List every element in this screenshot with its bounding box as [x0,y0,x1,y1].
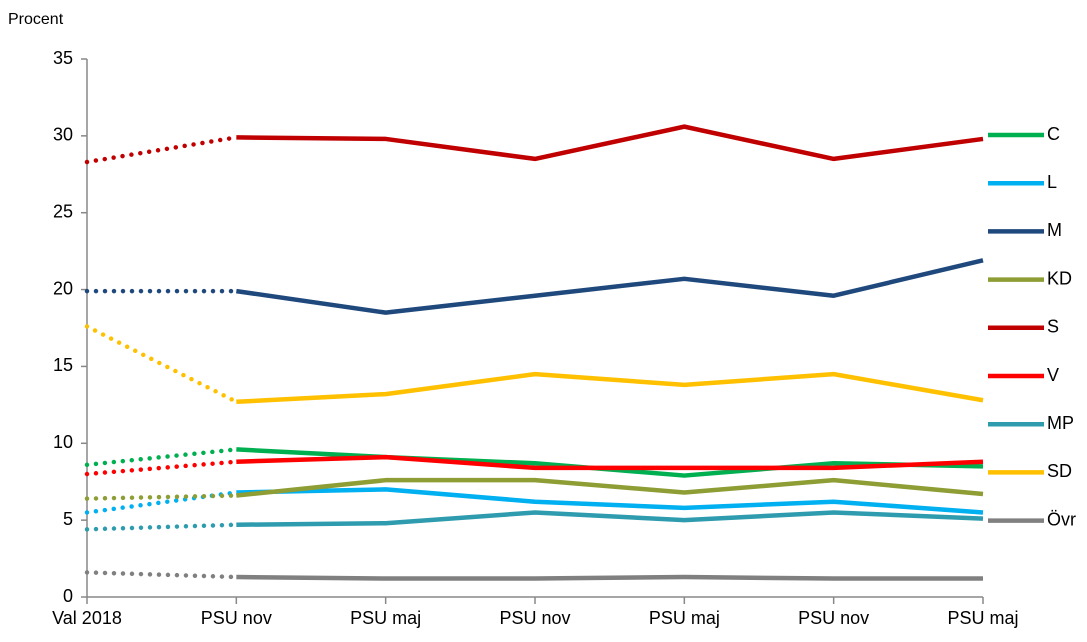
legend-label: KD [1047,268,1072,288]
dotted-line [84,493,239,501]
legend-label: Övr [1047,509,1076,529]
legend-label: C [1047,124,1060,144]
x-tick-label: PSU maj 2021 [947,608,1019,642]
series-line [236,510,984,528]
series-line [236,258,984,315]
dotted-line [84,570,239,580]
y-axis-label: Procent [8,11,64,28]
dotted-line [84,324,239,405]
y-tick-label: 35 [53,48,73,68]
legend-label: M [1047,220,1062,240]
dotted-line [84,522,239,532]
series-line [236,477,984,498]
y-tick-label: 0 [63,586,73,606]
legend-label: MP [1047,413,1074,433]
series-line [236,487,984,515]
x-tick-label: PSU nov 2020 [798,608,870,642]
legend-label: S [1047,317,1059,337]
x-tick-label: PSU nov 2018 [200,608,272,642]
x-tick-label: PSU nov 2019 [499,608,571,642]
dotted-line [84,459,239,477]
dotted-line [84,135,239,165]
x-tick-label: PSU maj 2019 [350,608,422,642]
x-tick-label: Val 2018 [52,608,122,628]
legend-label: V [1047,365,1059,385]
series-line [236,447,984,478]
series-line [236,454,984,471]
series-line [236,124,984,162]
legend-label: SD [1047,461,1072,481]
dotted-line [84,447,239,468]
x-tick-label: PSU maj 2020 [648,608,720,642]
legend-label: L [1047,172,1057,192]
y-tick-label: 10 [53,432,73,452]
y-tick-label: 5 [63,509,73,529]
y-tick-label: 25 [53,201,73,221]
y-tick-label: 30 [53,125,73,145]
y-tick-label: 20 [53,278,73,298]
series-line [236,574,983,581]
series-line [236,371,984,405]
y-tick-label: 15 [53,355,73,375]
